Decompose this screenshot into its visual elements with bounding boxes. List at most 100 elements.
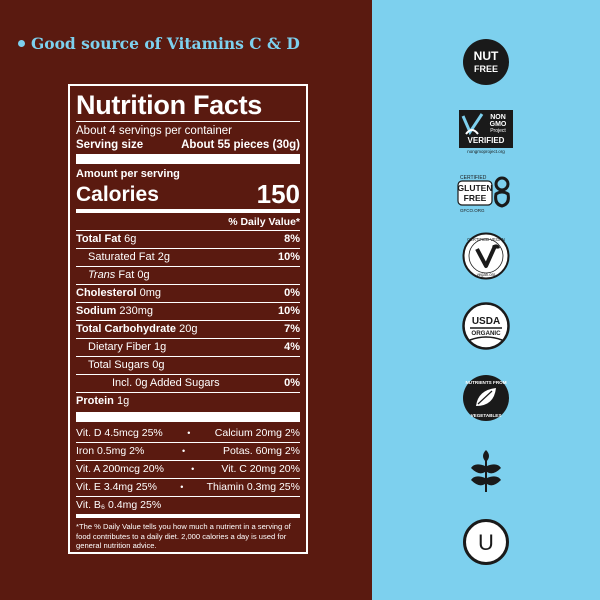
nutrient-name-suffix: Fat bbox=[118, 269, 135, 281]
amount-per-serving: Amount per serving bbox=[76, 168, 180, 180]
nutrient-dv: 0% bbox=[284, 287, 300, 299]
nutrient-dv: 10% bbox=[277, 305, 300, 317]
gluten-free-line4: GFCO.ORG bbox=[460, 208, 485, 213]
nutrient-row-trans-fat: Trans Fat 0g bbox=[76, 267, 300, 285]
calories-value: 150 bbox=[256, 179, 300, 209]
nutrient-name: Incl. 0g Added Sugars bbox=[112, 377, 220, 389]
bullet-dot bbox=[18, 39, 25, 47]
serving-size-value: About 55 pieces (30g) bbox=[181, 139, 300, 151]
vitamin-bullet: • bbox=[191, 464, 195, 474]
nutrient-dv: 8% bbox=[284, 233, 300, 245]
nutrient-row-cholesterol: Cholesterol 0mg 0% bbox=[76, 285, 300, 303]
nutrient-row-saturated-fat: Saturated Fat 2g 10% bbox=[76, 249, 300, 267]
left-panel: Good source of Vitamins C & D Nutrition … bbox=[18, 34, 308, 554]
vitamin-left: Vit. E 3.4mg 25% bbox=[76, 481, 157, 493]
vitamin-left: Vit. B₆ 0.4mg 25% bbox=[76, 499, 162, 511]
vitamin-left: Iron 0.5mg 2% bbox=[76, 445, 145, 457]
nutrition-facts-panel: Nutrition Facts About 4 servings per con… bbox=[68, 84, 308, 554]
certified-vegan-icon: CERTIFIED VEGAN vegan.org bbox=[462, 232, 510, 280]
divider bbox=[76, 412, 300, 422]
vitamin-row: Iron 0.5mg 2% • Potas. 60mg 2% bbox=[76, 443, 300, 461]
nutrient-row-total-carbohydrate: Total Carbohydrate 20g 7% bbox=[76, 321, 300, 339]
nutrient-row-total-sugars: Total Sugars 0g bbox=[76, 357, 300, 375]
nutrient-amount: 1g bbox=[116, 395, 130, 407]
nutrients-from-vegetables-icon: NUTRIENTS FROM VEGETABLES bbox=[463, 375, 509, 421]
nutrient-name: Total Fat bbox=[76, 233, 122, 245]
vitamin-right: Vit. C 20mg 20% bbox=[221, 463, 300, 475]
non-gmo-line3: Project bbox=[490, 128, 506, 134]
vegan-bottom-text: vegan.org bbox=[477, 272, 496, 277]
divider bbox=[76, 154, 300, 164]
gluten-free-line2: GLUTEN bbox=[458, 183, 493, 193]
vegetables-top-text: NUTRIENTS FROM bbox=[465, 380, 506, 385]
vitamin-row: Vit. B₆ 0.4mg 25% bbox=[76, 497, 300, 518]
usda-line2: ORGANIC bbox=[471, 330, 501, 337]
non-gmo-line5: nongmoproject.org bbox=[467, 149, 505, 154]
nutrient-amount: 0g bbox=[137, 269, 150, 281]
nutrient-dv: 0% bbox=[284, 377, 300, 389]
vitamins-headline: Good source of Vitamins C & D bbox=[18, 34, 300, 53]
nut-free-line1: NUT bbox=[474, 49, 499, 63]
gluten-free-line1: CERTIFIED bbox=[460, 175, 487, 181]
nutrient-row-dietary-fiber: Dietary Fiber 1g 4% bbox=[76, 339, 300, 357]
nut-free-line2: FREE bbox=[474, 64, 498, 74]
headline-text: Good source of Vitamins C & D bbox=[31, 34, 300, 53]
servings-per-container: About 4 servings per container bbox=[76, 125, 232, 137]
nutrient-name: Dietary Fiber bbox=[88, 341, 151, 353]
nutrient-amount: 2g bbox=[157, 251, 170, 263]
nut-free-badge-icon: NUT FREE bbox=[463, 39, 509, 85]
vitamin-left: Vit. A 200mcg 20% bbox=[76, 463, 164, 475]
nutrient-dv: 10% bbox=[277, 251, 300, 263]
vitamin-row: Vit. D 4.5mcg 25% • Calcium 20mg 2% bbox=[76, 425, 300, 443]
vitamin-row: Vit. A 200mcg 20% • Vit. C 20mg 20% bbox=[76, 461, 300, 479]
nutrient-row-protein: Protein 1g bbox=[76, 393, 300, 410]
nutrition-title: Nutrition Facts bbox=[76, 90, 263, 120]
usda-line1: USDA bbox=[472, 316, 500, 327]
kosher-letter: U bbox=[478, 530, 494, 555]
usda-organic-icon: USDA ORGANIC bbox=[462, 302, 510, 350]
vitamin-row: Vit. E 3.4mg 25% • Thiamin 0.3mg 25% bbox=[76, 479, 300, 497]
nutrient-name: Saturated Fat bbox=[88, 251, 155, 263]
vitamin-bullet: • bbox=[180, 482, 184, 492]
kosher-icon: U bbox=[463, 519, 509, 565]
vitamin-right: Calcium 20mg 2% bbox=[214, 427, 300, 439]
serving-size-label: Serving size bbox=[76, 139, 144, 151]
nutrient-name: Trans bbox=[88, 269, 116, 281]
non-gmo-verified-icon: NON GMO Project VERIFIED nongmoproject.o… bbox=[459, 110, 513, 154]
nutrient-amount: 0g bbox=[152, 359, 165, 371]
nutrient-amount: 0mg bbox=[139, 287, 161, 299]
gluten-free-line3: FREE bbox=[464, 193, 487, 203]
vitamin-left: Vit. D 4.5mcg 25% bbox=[76, 427, 163, 439]
nutrient-dv: 7% bbox=[284, 323, 300, 335]
nutrient-row-total-fat: Total Fat 6g 8% bbox=[76, 231, 300, 249]
nutrient-name: Total Carbohydrate bbox=[76, 323, 177, 335]
nutrient-row-sodium: Sodium 230mg 10% bbox=[76, 303, 300, 321]
vitamin-right: Thiamin 0.3mg 25% bbox=[206, 481, 300, 493]
vitamin-bullet: • bbox=[182, 446, 186, 456]
serving-size-row: Serving size About 55 pieces (30g) bbox=[76, 138, 300, 152]
vitamin-bullet: • bbox=[187, 428, 191, 438]
nutrient-dv: 4% bbox=[284, 341, 300, 353]
nutrient-amount: 1g bbox=[154, 341, 167, 353]
right-panel bbox=[372, 0, 600, 600]
nutrient-name: Sodium bbox=[76, 305, 117, 317]
nutrient-amount: 230mg bbox=[119, 305, 154, 317]
calories-row: Calories 150 bbox=[76, 181, 300, 207]
nutrient-amount: 20g bbox=[179, 323, 198, 335]
nutrient-name: Cholesterol bbox=[76, 287, 137, 299]
vitamin-right: Potas. 60mg 2% bbox=[222, 445, 300, 457]
gluten-free-badge-icon: CERTIFIED GLUTEN FREE GFCO.ORG bbox=[457, 175, 510, 213]
nutrient-name: Total Sugars bbox=[88, 359, 150, 371]
calories-label: Calories bbox=[76, 183, 159, 206]
daily-value-header: % Daily Value* bbox=[76, 215, 300, 231]
divider bbox=[76, 209, 300, 213]
vegetables-bottom-text: VEGETABLES bbox=[471, 413, 502, 418]
divider bbox=[76, 121, 300, 122]
vegan-top-text: CERTIFIED VEGAN bbox=[467, 237, 505, 242]
grain-icon bbox=[471, 450, 501, 492]
non-gmo-line1: NON bbox=[490, 114, 506, 121]
nutrient-name: Protein bbox=[76, 395, 114, 407]
non-gmo-line4: VERIFIED bbox=[468, 136, 505, 145]
nutrient-amount: 6g bbox=[124, 233, 137, 245]
nutrient-row-added-sugars: Incl. 0g Added Sugars 0% bbox=[76, 375, 300, 393]
